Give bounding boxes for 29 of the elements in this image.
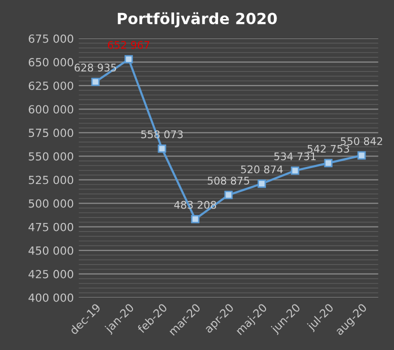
y-tick-label: 625 000 bbox=[28, 82, 74, 90]
y-tick-label: 575 000 bbox=[28, 128, 74, 138]
point bbox=[124, 55, 133, 64]
point bbox=[91, 78, 100, 86]
point bbox=[290, 166, 300, 175]
y-tick-label: 650 000 bbox=[28, 58, 74, 66]
text: 550 842 bbox=[340, 137, 382, 146]
y-tick-label: 500 000 bbox=[28, 199, 74, 208]
y-tick-label: 475 000 bbox=[28, 222, 74, 232]
y-tick-label: 450 000 bbox=[28, 246, 74, 255]
y-tick-label: 400 000 bbox=[28, 293, 74, 302]
point bbox=[357, 151, 366, 160]
y-tick-label: 525 000 bbox=[28, 176, 74, 184]
y-tick-label: 425 000 bbox=[28, 270, 74, 278]
text: 520 874 bbox=[241, 165, 283, 174]
chart-title: Portföljvärde 2020 bbox=[118, 12, 277, 28]
point bbox=[324, 158, 332, 168]
annotation: 652 967 bbox=[108, 41, 150, 49]
point bbox=[158, 144, 166, 153]
text: 628 935 bbox=[74, 64, 116, 72]
text: 534 731 bbox=[274, 152, 316, 160]
point bbox=[224, 190, 233, 200]
y-tick-label: 675 000 bbox=[28, 34, 74, 43]
text: 542 753 bbox=[308, 144, 350, 153]
text: 508 875 bbox=[208, 176, 250, 185]
y-tick-label: 600 000 bbox=[28, 105, 74, 114]
point bbox=[191, 214, 200, 224]
y-tick-label: 550 000 bbox=[28, 152, 74, 161]
point bbox=[258, 179, 266, 188]
